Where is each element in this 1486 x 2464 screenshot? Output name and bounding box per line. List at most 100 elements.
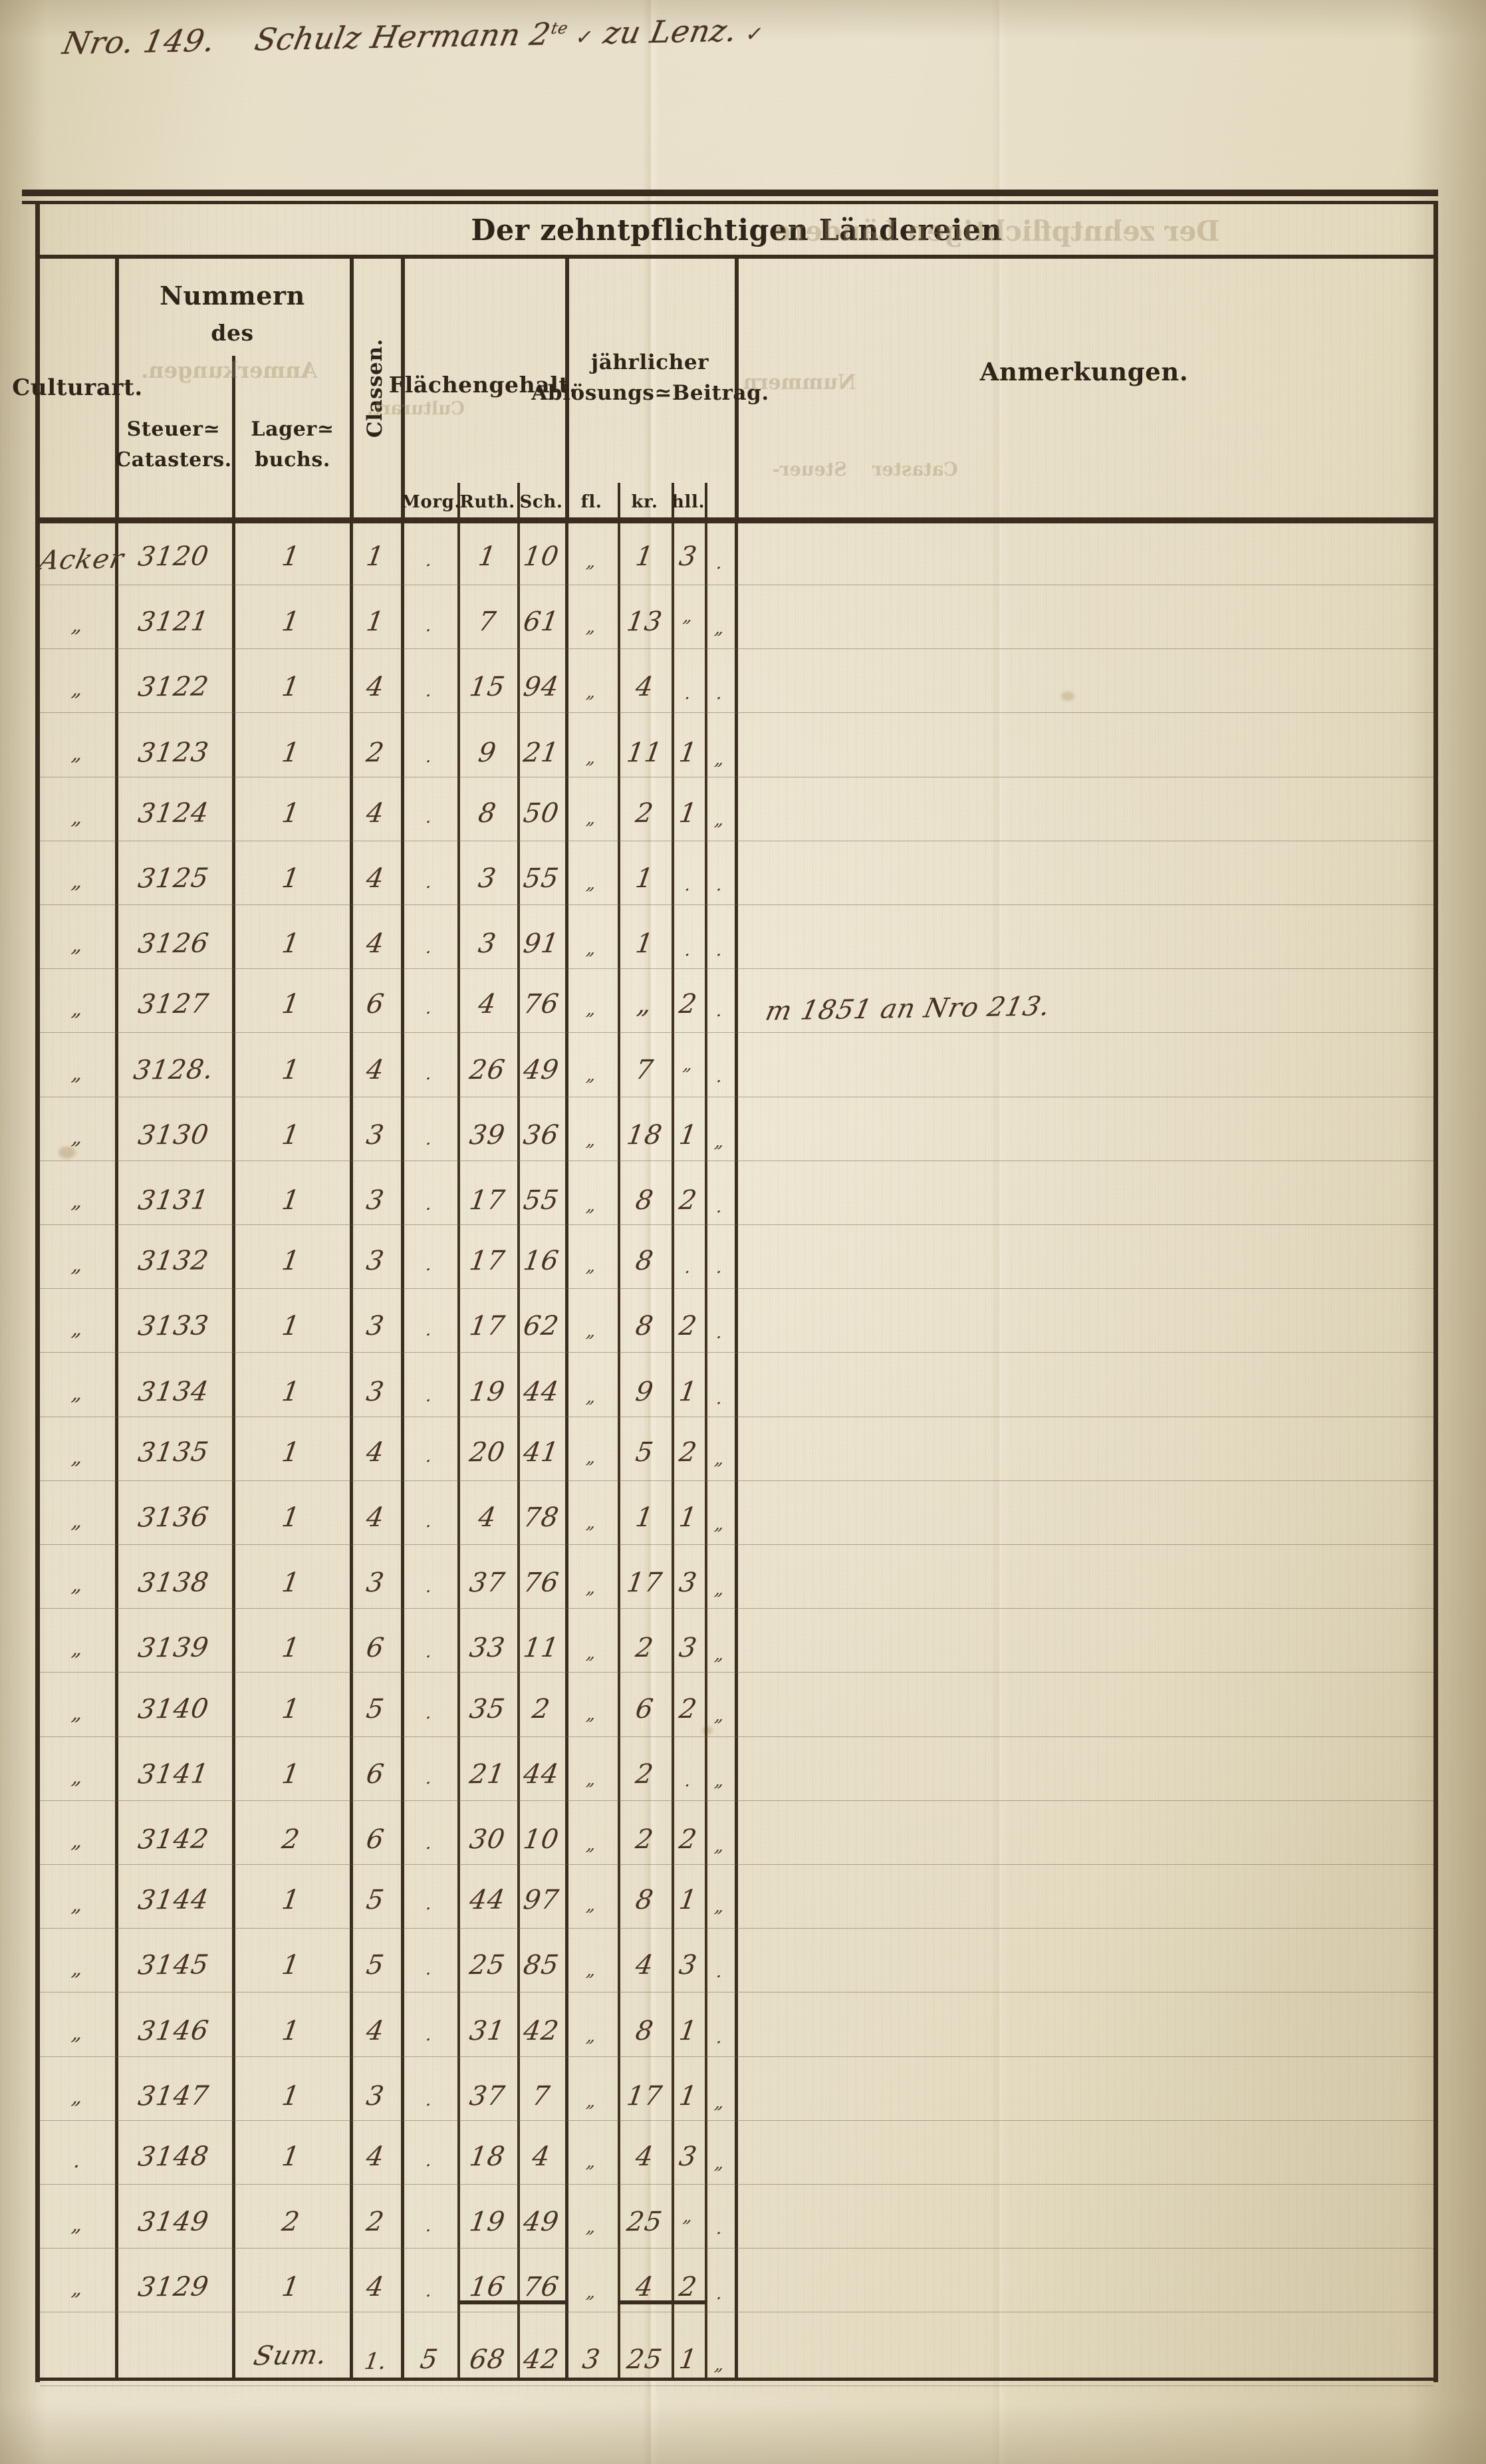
header-abloesungs-beitrag-label: Ablösungs≃Beitrag. — [531, 381, 769, 406]
cell-morg: . — [424, 2216, 434, 2237]
cell-kr: 8 — [633, 1246, 656, 1277]
feint-rule — [40, 968, 1433, 970]
cell-kr: 1 — [633, 541, 656, 573]
cell-classe: 3 — [364, 1119, 387, 1151]
cell-kr: 17 — [624, 1567, 665, 1599]
cell-tail: . — [715, 1962, 725, 1983]
cell-ruth: 7 — [476, 607, 499, 638]
cell-culturart: „ — [69, 1445, 85, 1469]
cell-tail: . — [715, 1001, 725, 1022]
cell-fl: „ — [584, 1513, 598, 1533]
cell-fl: „ — [584, 2026, 598, 2046]
unit-sep-1 — [457, 483, 460, 517]
feint-rule — [40, 2120, 1433, 2121]
cell-lager: 1 — [279, 863, 303, 894]
cell-steuer: 3126 — [136, 928, 211, 960]
cell-kr: 25 — [624, 2206, 665, 2238]
header-owner-name: Schulz Hermann — [251, 16, 524, 58]
cell-classe: 4 — [364, 797, 387, 829]
cell-anmerkung: m 1851 an Nro 213. — [763, 991, 1054, 1027]
cell-morg: . — [424, 616, 434, 636]
title-bottom-rule — [35, 255, 1438, 259]
unit-kr: kr. — [631, 492, 658, 512]
cell-culturart: „ — [69, 1957, 85, 1981]
header-des-label: des — [211, 319, 254, 346]
cell-classe: 4 — [364, 2272, 387, 2303]
cell-classe: 4 — [364, 928, 387, 960]
cell-ruth: 19 — [467, 2206, 507, 2238]
cell-fl: „ — [584, 808, 598, 829]
feint-rule — [40, 1352, 1433, 1353]
cell-steuer: 3133 — [136, 1310, 211, 1342]
cell-ruth: 39 — [467, 1119, 507, 1151]
cell-tail: . — [715, 940, 725, 961]
cell-ruth: 35 — [467, 1693, 507, 1724]
cell-fl: 3 — [580, 2344, 603, 2375]
cell-classe: 4 — [364, 2015, 387, 2046]
cell-tail: . — [715, 2027, 725, 2048]
cell-kr: 5 — [633, 1437, 656, 1468]
cell-hll: 1 — [677, 1376, 699, 1407]
total-underline-abloesung — [618, 2300, 706, 2304]
cell-morg: . — [424, 1255, 434, 1276]
cell-culturart: „ — [69, 1701, 85, 1725]
hdr-sep-nummern-split — [232, 356, 235, 517]
cell-kr: 8 — [633, 1311, 656, 1342]
check-mark-icon-2: ✓ — [743, 22, 766, 47]
header-lagerbuchs-line1: Lager≃ — [251, 417, 334, 441]
feint-rule — [40, 1672, 1433, 1673]
cell-steuer: 3144 — [136, 1884, 211, 1916]
cell-ruth: 4 — [476, 989, 499, 1020]
header-classen-label: Classen. — [362, 338, 387, 438]
cell-tail: . — [715, 2284, 725, 2304]
cell-morg: . — [424, 807, 434, 827]
cell-hll: 2 — [677, 989, 699, 1020]
cell-hll: 1 — [677, 797, 699, 829]
cell-culturart: „ — [69, 614, 85, 638]
cell-tail: . — [715, 1323, 725, 1343]
cell-morg: . — [424, 551, 434, 571]
cell-tail: „ — [713, 1836, 727, 1856]
unit-sep-3 — [618, 483, 620, 517]
cell-tail: „ — [713, 2354, 727, 2375]
cell-sch: 49 — [521, 1054, 561, 1085]
cell-ruth: 31 — [467, 2015, 507, 2046]
cell-steuer: 3130 — [136, 1119, 211, 1151]
cell-tail: . — [715, 1197, 725, 1217]
cell-ruth: 21 — [467, 1758, 507, 1790]
feint-rule — [40, 1224, 1433, 1225]
cell-culturart: „ — [69, 2085, 85, 2109]
cell-morg: . — [424, 1894, 434, 1915]
cell-lager: 1 — [279, 1311, 303, 1342]
feint-rule — [40, 712, 1433, 714]
cell-culturart: „ — [69, 2213, 85, 2237]
cell-ruth: 25 — [467, 1950, 507, 1981]
feint-rule — [40, 1608, 1433, 1609]
feint-rule — [40, 1544, 1433, 1545]
col-border-steuer — [232, 523, 235, 2378]
cell-lager: 1 — [279, 1246, 303, 1277]
cell-kr: 1 — [633, 928, 656, 960]
cell-morg: . — [424, 1320, 434, 1341]
cell-hll: 2 — [677, 1824, 699, 1855]
cell-tail: „ — [713, 1514, 727, 1534]
cell-sch: 49 — [521, 2206, 561, 2238]
cell-fl: „ — [584, 617, 598, 638]
cell-tail: „ — [713, 618, 727, 639]
cell-hll: 1 — [677, 2080, 699, 2112]
cell-morg: . — [424, 1446, 434, 1466]
header-jaehrlicher: jährlicher — [565, 349, 735, 377]
cell-ruth: 17 — [467, 1245, 507, 1277]
cell-hll: 3 — [677, 1568, 699, 1599]
cell-kr: 11 — [624, 737, 665, 768]
table-right-border — [1433, 201, 1438, 2382]
total-underline-flaeche — [457, 2300, 565, 2304]
cell-ruth: 37 — [467, 2080, 507, 2112]
cell-hll: 2 — [677, 1693, 699, 1724]
cell-steuer: 3146 — [136, 2015, 211, 2047]
cell-lager: 2 — [279, 2207, 303, 2238]
cell-morg: . — [424, 746, 434, 767]
cell-lager: 1 — [279, 1437, 303, 1468]
header-steuer-catasters: Steuer≃ Catasters. — [115, 392, 232, 498]
header-nro-value: 149. — [140, 22, 219, 60]
